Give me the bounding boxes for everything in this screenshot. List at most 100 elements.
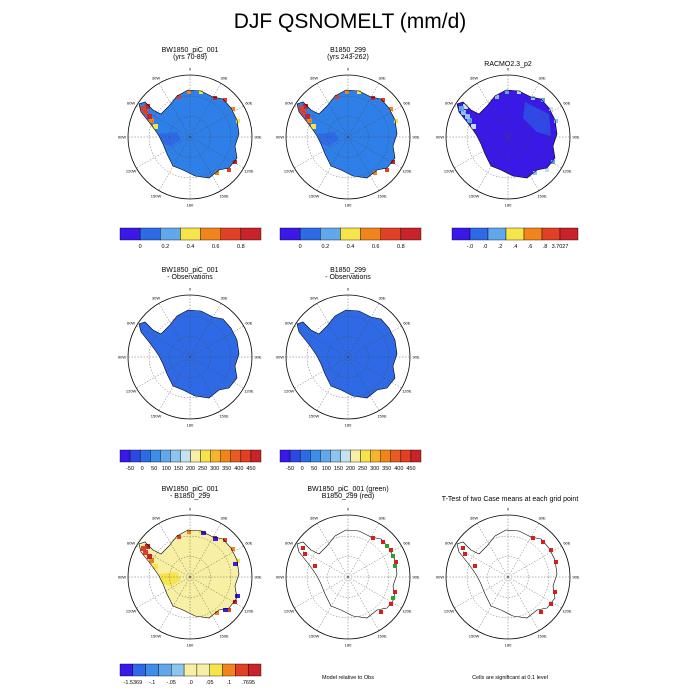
colorbar-swatch — [279, 449, 291, 463]
melt-cell — [371, 96, 375, 100]
longitude-label: 90W — [276, 135, 284, 140]
longitude-label: 150E — [219, 413, 229, 418]
longitude-label: 30E — [378, 516, 385, 521]
significant-cell — [391, 596, 395, 600]
longitude-label: 30W — [152, 516, 160, 521]
longitude-label: 0 — [189, 507, 192, 512]
melt-cell — [149, 558, 154, 563]
longitude-label: 150E — [219, 193, 229, 198]
significant-cell — [541, 540, 545, 544]
latitude-circle — [169, 116, 211, 158]
latitude-circle — [487, 556, 529, 598]
latitude-circle — [327, 336, 369, 378]
longitude-label: 30W — [310, 516, 318, 521]
significant-cell — [549, 548, 553, 552]
significant-cell — [549, 602, 553, 606]
longitude-label: 180 — [345, 643, 352, 648]
colorbar-label: 450 — [406, 466, 415, 472]
melt-cell — [459, 106, 464, 111]
colorbar-label: 0 — [141, 466, 144, 472]
coastline — [138, 529, 240, 619]
melt-cell — [141, 106, 146, 111]
colorbar-swatch — [320, 227, 341, 241]
meridian-line — [476, 83, 509, 138]
colorbar-label: .8 — [543, 244, 548, 250]
significant-cell — [554, 560, 558, 564]
melt-cell — [201, 531, 206, 535]
melt-cell — [147, 554, 152, 559]
significant-cell — [313, 564, 317, 568]
colorbar-label: 400 — [394, 466, 403, 472]
longitude-label: 150W — [469, 193, 480, 198]
colorbar-6: -1.5369 -.1 -.05 .0 .05 .1 .7695 — [119, 663, 262, 686]
colorbar-label: 0.6 — [212, 244, 220, 250]
melt-cell — [517, 90, 521, 94]
map-panel-8: 0 30E 60E 90E 120E 150E 180 150W 120W 90W 60W 30W — [436, 507, 580, 648]
longitude-label: 120W — [284, 169, 295, 174]
longitude-label: 150E — [219, 633, 229, 638]
melt-cell — [335, 95, 339, 99]
longitude-label: 150W — [151, 193, 162, 198]
melt-cell — [187, 530, 191, 534]
melt-cell — [141, 546, 146, 551]
melt-cell — [545, 168, 549, 172]
meridian-line — [189, 83, 222, 138]
melt-cell — [554, 119, 558, 123]
colorbar-label: 350 — [382, 466, 391, 472]
meridian-line — [476, 523, 509, 578]
longitude-label: 120W — [284, 389, 295, 394]
colorbar-label: -.05 — [167, 680, 176, 686]
colorbar-swatch — [410, 449, 422, 463]
melt-cell — [233, 160, 237, 164]
meridian-line — [189, 356, 244, 389]
colorbar-swatch — [220, 449, 231, 463]
longitude-label: 150W — [309, 193, 320, 198]
meridian-line — [189, 576, 244, 609]
meridian-line — [158, 576, 191, 631]
continent-fill — [139, 310, 239, 398]
significant-cell — [463, 552, 467, 556]
melt-cell — [505, 90, 509, 94]
colorbar-swatch — [505, 227, 525, 241]
meridian-line — [189, 545, 244, 578]
longitude-label: 60E — [245, 101, 252, 106]
meridian-line — [158, 356, 191, 411]
meridian-line — [316, 576, 349, 631]
map-boundary — [127, 294, 253, 420]
longitude-label: 30E — [538, 516, 545, 521]
significant-cell — [539, 610, 543, 614]
meridian-line — [347, 136, 402, 169]
colorbar-swatch — [400, 449, 412, 463]
panel-7-title: BW1850_piC_001 (green) B1850_299 (red) — [307, 486, 389, 500]
colorbar-swatch — [235, 663, 249, 677]
meridian-line — [507, 136, 540, 191]
latitude-circle — [306, 95, 390, 179]
continent-fill — [139, 530, 239, 618]
significant-cell — [303, 552, 307, 556]
longitude-label: 120W — [126, 169, 137, 174]
melt-cell — [223, 608, 228, 612]
colorbar-swatch — [119, 663, 134, 677]
panel-3-title: RACMO2.3_p2 — [484, 61, 532, 68]
melt-cell — [143, 550, 148, 555]
melt-cell — [223, 538, 227, 542]
colorbar-swatch — [390, 449, 402, 463]
melt-cell — [215, 171, 219, 175]
melt-cell — [233, 562, 238, 566]
colorbar-swatch — [240, 449, 252, 463]
meridian-line — [347, 83, 380, 138]
meridian-line — [347, 545, 402, 578]
colorbar-swatch — [129, 449, 141, 463]
colorbar-3: -.0 .0 .2 .4 .6 .8 3.7027 — [451, 227, 579, 250]
longitude-label: 60E — [245, 541, 252, 546]
longitude-label: 0 — [507, 507, 510, 512]
meridian-line — [136, 545, 191, 578]
meridian-line — [136, 136, 191, 169]
longitude-label: 0 — [347, 507, 350, 512]
meridian-line — [294, 545, 349, 578]
colorbar-swatch — [299, 227, 321, 241]
colorbar-swatch — [360, 227, 381, 241]
latitude-circle — [169, 336, 211, 378]
map-boundary — [127, 74, 253, 200]
longitude-label: 90E — [254, 355, 261, 360]
